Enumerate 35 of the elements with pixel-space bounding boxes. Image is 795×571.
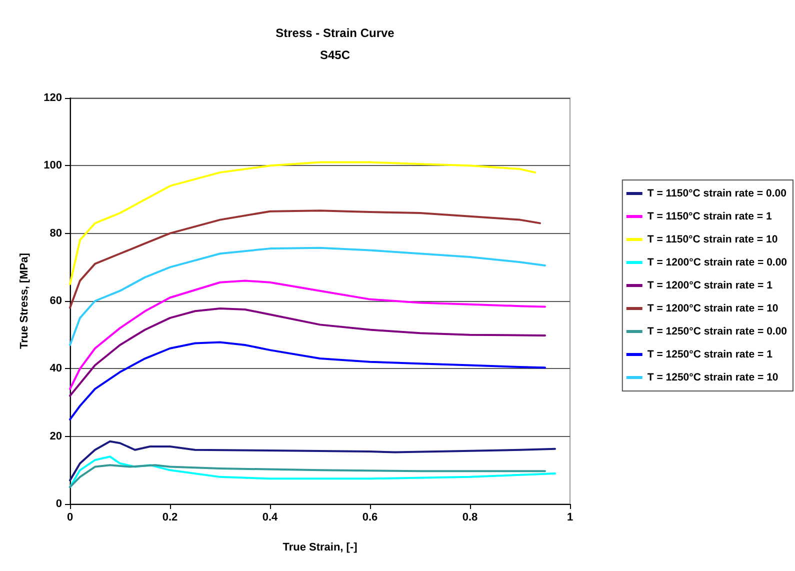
chart-title: Stress - Strain Curve — [276, 26, 395, 40]
legend-label: T = 1200°C strain rate = 10 — [647, 302, 778, 314]
y-tick-label: 20 — [50, 430, 62, 442]
legend-label: T = 1200°C strain rate = 1 — [647, 280, 773, 292]
x-tick-label: 0.6 — [362, 512, 378, 524]
legend-label: T = 1150°C strain rate = 1 — [647, 210, 772, 222]
line-series — [69, 464, 546, 488]
y-tick-label: 0 — [56, 498, 62, 510]
line-series — [69, 280, 546, 390]
y-axis-title: True Stress, [MPa] — [18, 252, 30, 349]
x-tick-label: 0.4 — [262, 512, 279, 524]
line-series — [69, 210, 541, 309]
x-tick-label: 1 — [566, 512, 574, 524]
x-tick-label: 0 — [66, 512, 74, 524]
y-tick-label: 80 — [50, 227, 62, 240]
legend-label: T = 1250°C strain rate = 1 — [647, 348, 773, 360]
legend-label: T = 1150°C strain rate = 0.00 — [647, 188, 787, 200]
chart-subtitle: S45C — [320, 48, 350, 62]
line-series — [69, 246, 546, 346]
legend-label: T = 1250°C strain rate = 0.00 — [647, 326, 788, 338]
x-tick-label: 0.8 — [462, 512, 478, 524]
y-tick-label: 60 — [50, 295, 62, 307]
y-tick-label: 40 — [50, 362, 62, 375]
y-tick-label: 100 — [44, 160, 62, 172]
line-series — [69, 440, 556, 482]
x-axis-title: True Strain, [-] — [282, 542, 358, 554]
legend-label: T = 1200°C strain rate = 0.00 — [647, 256, 788, 268]
x-tick-label: 0.2 — [162, 512, 178, 524]
legend-label: T = 1250°C strain rate = 10 — [647, 372, 778, 384]
line-series — [69, 456, 556, 488]
line-series — [69, 161, 536, 286]
legend-label: T = 1150°C strain rate = 10 — [647, 234, 778, 246]
line-series — [69, 341, 546, 420]
y-tick-label: 120 — [44, 92, 62, 104]
line-series — [69, 307, 546, 397]
